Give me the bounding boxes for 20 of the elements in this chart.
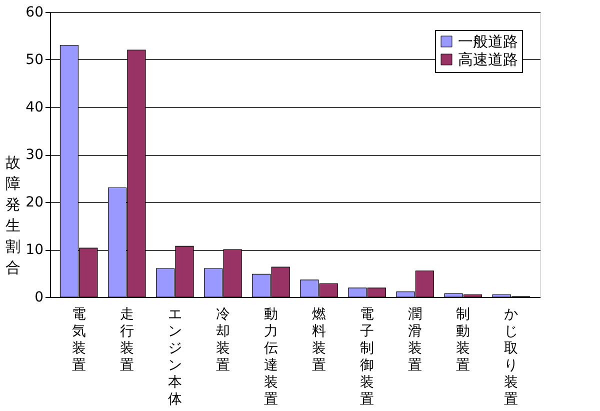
x-tick-label: 潤滑装置	[408, 306, 422, 374]
x-tick-label: 燃料装置	[312, 306, 326, 374]
x-tick-label: 動力伝達装置	[264, 306, 278, 408]
x-tick-label: 冷却装置	[216, 306, 230, 374]
y-tick-label: 20	[26, 194, 44, 210]
x-tick-label: かじ取り装置	[504, 306, 518, 408]
y-tick-label: 40	[26, 100, 44, 116]
legend-label: 高速道路	[458, 50, 518, 68]
x-tick-label: 走行装置	[120, 306, 134, 374]
x-tick-label: 電子制御装置	[360, 306, 374, 408]
x-tick-label: 制動装置	[456, 306, 470, 374]
y-axis-title: 故障発生割合	[6, 154, 20, 276]
x-tick-label: 電気装置	[72, 306, 86, 374]
y-tick-label: 50	[26, 52, 44, 68]
x-tick-label: エンジン本体	[168, 306, 182, 408]
y-tick-label: 0	[34, 290, 44, 306]
y-tick-label: 30	[26, 147, 44, 163]
y-tick-label: 10	[26, 242, 44, 258]
legend-label: 一般道路	[458, 32, 518, 50]
y-tick-label: 60	[26, 4, 44, 20]
